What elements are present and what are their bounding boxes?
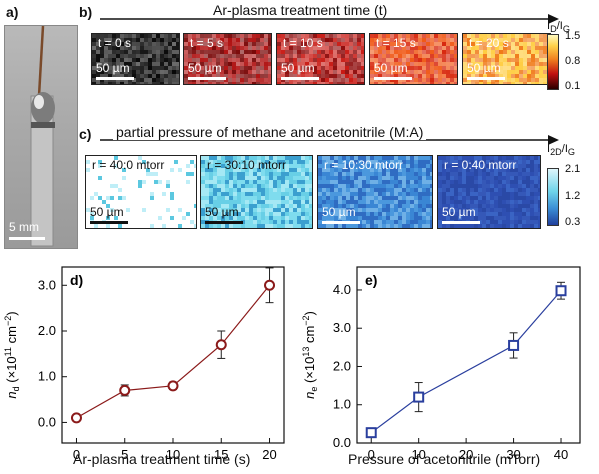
- data-point: [264, 279, 276, 291]
- panel-b-tile-label: t = 20 s: [469, 36, 509, 50]
- panel-c-tile-label: r = 40:0 mtorr: [92, 158, 165, 172]
- x-tick-label: 0: [368, 447, 375, 462]
- data-point: [413, 391, 425, 403]
- panel-b-cb-tick-top: 1.5: [565, 30, 581, 42]
- panel-b-scale-bar: [96, 77, 134, 80]
- chart-d-xlabel: Ar-plasma treatment time (s): [73, 451, 251, 467]
- panel-c-tile-label: r = 30:10 mtorr: [207, 158, 287, 172]
- x-tick-label: 10: [166, 447, 180, 462]
- panel-b-tile-label: t = 15 s: [376, 36, 416, 50]
- y-tick-label: 2.0: [333, 358, 351, 373]
- panel-c-tile-label: r = 10:30 mtorr: [324, 158, 404, 172]
- panel-c-scale-bar: [442, 221, 480, 224]
- x-tick-label: 40: [554, 447, 568, 462]
- y-tick-label: 2.0: [38, 323, 56, 338]
- data-point: [119, 384, 131, 396]
- panel-b-colorbar: [547, 34, 559, 90]
- panel-b-map-tile: t = 15 s 50 µm: [369, 33, 458, 85]
- y-tick-label: 3.0: [333, 320, 351, 335]
- panel-c-scale-text: 50 µm: [322, 205, 356, 219]
- panel-b-scale-bar: [188, 77, 226, 80]
- panel-c-colorbar-label: I2D/IG: [547, 143, 576, 158]
- panel-b-cb-tick-bottom: 0.1: [565, 80, 581, 92]
- panel-c-scale-bar: [322, 221, 360, 224]
- x-tick-label: 20: [459, 447, 473, 462]
- panel-b-label: b): [79, 4, 93, 20]
- chart-e: 0 10 20 30 40 0.0 1.0 2.0 3.0 4.0 e) ne (×1013 cm−2…: [301, 266, 581, 462]
- plot-frame: [61, 266, 285, 444]
- panel-b-scale-text: 50 µm: [467, 61, 501, 75]
- x-tick-label: 10: [411, 447, 425, 462]
- panel-c-scale-text: 50 µm: [90, 205, 124, 219]
- x-tick-label: 5: [121, 447, 128, 462]
- series-line: [76, 284, 270, 419]
- panel-b-tile-label: t = 5 s: [190, 36, 224, 50]
- panel-b-tile-label: t = 0 s: [98, 36, 132, 50]
- sample-photo-drawing: [30, 26, 55, 247]
- panel-c-scale-text: 50 µm: [442, 205, 476, 219]
- panel-b-map-tile: t = 5 s 50 µm: [183, 33, 272, 85]
- panel-b-scale-text: 50 µm: [188, 61, 222, 75]
- panel-b-scale-text: 50 µm: [96, 61, 130, 75]
- panel-label: e): [365, 272, 377, 288]
- panel-b-title: Ar-plasma treatment time (t): [210, 2, 391, 18]
- panel-c-map-tile: r = 10:30 mtorr 50 µm: [317, 155, 433, 229]
- panel-c-map-tile: r = 40:0 mtorr 50 µm: [85, 155, 197, 229]
- panel-b-cb-tick-mid: 0.8: [565, 55, 581, 67]
- panel-b-map-tile: t = 10 s 50 µm: [276, 33, 365, 85]
- chart-d-ylabel: nd (×1011 cm−2): [3, 311, 21, 398]
- y-tick-label: 1.0: [333, 397, 351, 412]
- panel-c-label: c): [79, 126, 92, 142]
- y-tick-label: 1.0: [38, 369, 56, 384]
- data-point: [365, 427, 377, 439]
- panel-label: d): [70, 272, 83, 288]
- chart-e-xlabel: Pressure of acetonitrile (mTorr): [348, 451, 541, 467]
- panel-c-map-tile: r = 30:10 mtorr 50 µm: [200, 155, 313, 229]
- panel-c-arrow: [100, 135, 559, 145]
- panel-b-arrow: [100, 14, 559, 24]
- data-point: [70, 412, 82, 424]
- panel-c-title: partial pressure of methane and acetonit…: [113, 124, 427, 140]
- panel-b-scale-text: 50 µm: [281, 61, 315, 75]
- panel-c-scale-bar: [90, 221, 128, 224]
- y-tick-label: 3.0: [38, 277, 56, 292]
- y-tick-label: 0.0: [333, 435, 351, 450]
- panel-b-scale-bar: [374, 77, 412, 80]
- sample-photo: 5 mm: [4, 25, 78, 249]
- panel-a-label: a): [6, 4, 19, 20]
- x-tick-label: 15: [214, 447, 228, 462]
- photo-scale-text: 5 mm: [9, 220, 39, 234]
- panel-b-tile-label: t = 10 s: [283, 36, 323, 50]
- chart-d: 0 5 10 15 20 0.0 1.0 2.0 3.0 d) nd (×1011 cm−2): [3, 266, 285, 462]
- panel-c-map-tile: r = 0:40 mtorr 50 µm: [437, 155, 541, 229]
- panel-c-cb-tick-top: 2.1: [565, 163, 581, 175]
- panel-b-colorbar-label: ID/IG: [547, 20, 570, 35]
- data-point: [555, 285, 567, 297]
- y-tick-label: 0.0: [38, 414, 56, 429]
- panel-c-cb-tick-mid: 1.2: [565, 190, 581, 202]
- photo-scale-bar: [9, 237, 45, 240]
- chart-e-ylabel: ne (×1013 cm−2): [301, 311, 319, 399]
- x-tick-label: 20: [262, 447, 276, 462]
- series-line: [370, 290, 562, 434]
- panel-b-scale-text: 50 µm: [374, 61, 408, 75]
- panel-c-scale-bar: [205, 221, 243, 224]
- y-tick-label: 4.0: [333, 282, 351, 297]
- panel-c-scale-text: 50 µm: [205, 205, 239, 219]
- panel-c-tile-label: r = 0:40 mtorr: [444, 158, 517, 172]
- panel-b-map-tile: t = 0 s 50 µm: [91, 33, 180, 85]
- panel-b-map-tile: t = 20 s 50 µm: [462, 33, 551, 85]
- data-point: [167, 380, 179, 392]
- panel-b-scale-bar: [467, 77, 505, 80]
- data-point: [215, 339, 227, 351]
- panel-b-scale-bar: [281, 77, 319, 80]
- plot-frame: [356, 266, 581, 444]
- data-point: [508, 339, 520, 351]
- panel-c-colorbar: [547, 168, 559, 226]
- x-tick-label: 0: [73, 447, 80, 462]
- panel-c-cb-tick-bottom: 0.3: [565, 216, 581, 228]
- x-tick-label: 30: [506, 447, 520, 462]
